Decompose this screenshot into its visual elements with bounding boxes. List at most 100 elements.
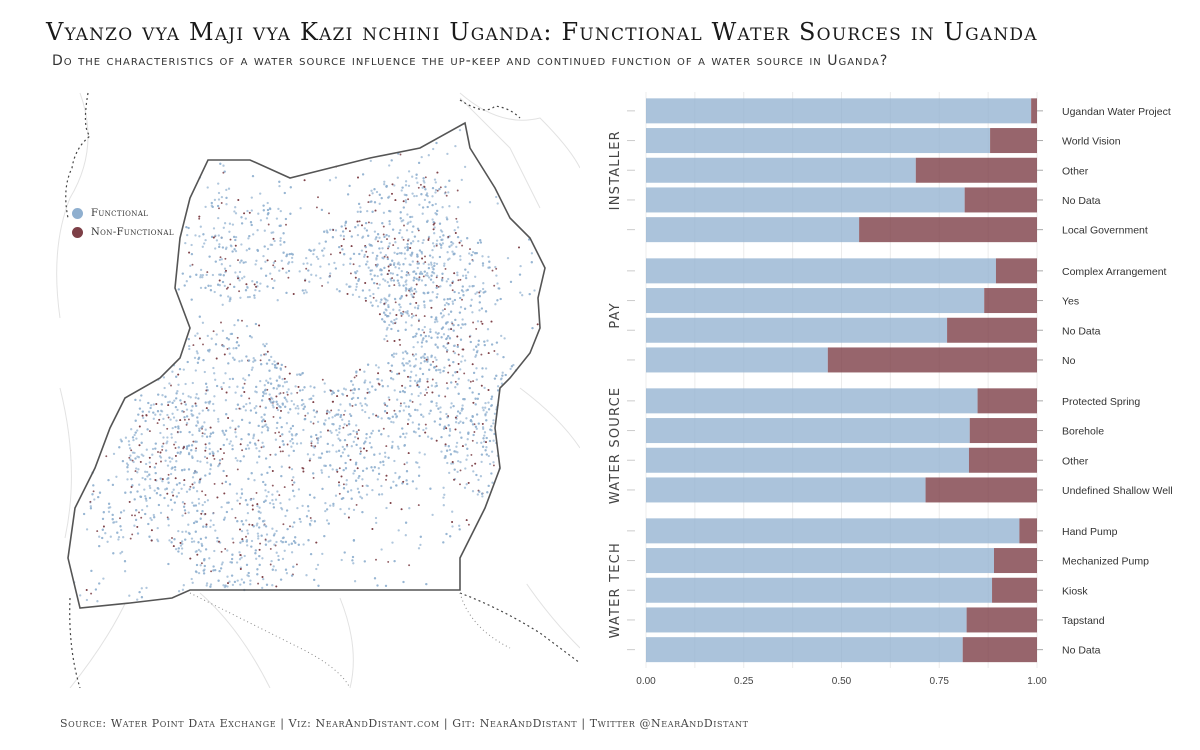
functional-point — [257, 212, 260, 215]
functional-point — [238, 360, 241, 363]
functional-point — [256, 568, 259, 571]
functional-point — [171, 401, 174, 405]
non-functional-point — [385, 474, 388, 477]
category-label: Other — [1062, 455, 1089, 467]
non-functional-point — [386, 340, 389, 343]
functional-point — [194, 504, 198, 507]
functional-point — [306, 505, 310, 508]
functional-point — [421, 241, 424, 245]
functional-point — [194, 334, 197, 337]
functional-point — [343, 224, 347, 227]
non-functional-point — [263, 353, 266, 356]
functional-point — [250, 196, 253, 199]
functional-point — [459, 306, 463, 309]
functional-point — [271, 286, 275, 290]
non-functional-point — [220, 321, 222, 324]
functional-point — [481, 495, 484, 498]
functional-point — [313, 248, 316, 251]
bar-functional — [646, 258, 996, 284]
functional-point — [221, 429, 224, 433]
functional-point — [364, 221, 368, 225]
non-functional-point — [286, 393, 289, 396]
functional-point — [310, 273, 313, 276]
non-functional-point — [257, 582, 260, 585]
functional-point — [441, 326, 445, 329]
functional-point — [396, 398, 399, 401]
functional-point — [287, 388, 290, 391]
functional-point — [506, 256, 510, 260]
non-functional-point — [258, 324, 261, 327]
non-functional-point — [237, 199, 240, 201]
functional-point — [388, 323, 391, 327]
non-functional-point — [435, 439, 438, 442]
functional-point — [492, 419, 495, 422]
functional-point — [409, 399, 412, 402]
non-functional-point — [349, 458, 352, 461]
functional-point — [213, 549, 216, 553]
functional-point — [244, 260, 247, 264]
bar-functional — [646, 187, 965, 213]
international-border-dotted — [65, 92, 91, 219]
functional-point — [456, 271, 459, 274]
functional-point — [191, 581, 194, 584]
functional-point — [125, 462, 129, 465]
functional-point — [435, 404, 438, 407]
functional-point — [350, 489, 353, 492]
non-functional-point — [227, 582, 229, 585]
functional-point — [504, 373, 507, 377]
functional-point — [174, 547, 178, 551]
functional-point — [161, 445, 164, 448]
non-functional-point — [198, 217, 201, 220]
non-functional-point — [227, 417, 230, 419]
functional-point — [154, 471, 157, 475]
functional-point — [309, 249, 312, 253]
functional-point — [351, 559, 354, 562]
functional-point — [454, 421, 458, 424]
functional-point — [393, 459, 396, 463]
functional-point — [271, 584, 274, 587]
functional-point — [231, 250, 234, 253]
functional-point — [394, 471, 397, 475]
category-label: World Vision — [1062, 136, 1121, 148]
functional-point — [377, 378, 380, 381]
functional-point — [509, 367, 512, 371]
functional-point — [217, 417, 220, 421]
functional-point — [144, 497, 148, 500]
functional-point — [484, 290, 487, 293]
functional-point — [406, 245, 409, 249]
functional-point — [256, 504, 259, 508]
non-functional-point — [264, 538, 267, 541]
functional-point — [406, 248, 409, 252]
functional-point — [201, 503, 204, 507]
functional-point — [136, 532, 140, 535]
functional-point — [434, 331, 438, 334]
functional-point — [495, 374, 498, 377]
non-functional-point — [480, 353, 483, 356]
non-functional-point — [408, 564, 411, 567]
functional-point — [384, 584, 388, 588]
functional-point — [197, 541, 200, 544]
functional-point — [197, 357, 200, 361]
functional-point — [265, 583, 269, 586]
functional-point — [414, 374, 418, 377]
non-functional-point — [399, 343, 402, 346]
functional-point — [519, 291, 522, 294]
bar-functional — [646, 548, 994, 574]
functional-point — [510, 365, 514, 368]
functional-point — [439, 410, 442, 414]
functional-point — [388, 222, 391, 226]
functional-point — [82, 512, 86, 516]
functional-point — [225, 510, 229, 514]
functional-point — [412, 314, 415, 318]
functional-point — [256, 248, 259, 252]
functional-point — [272, 506, 276, 509]
functional-point — [483, 340, 486, 343]
functional-point — [404, 180, 408, 183]
functional-point — [417, 304, 420, 307]
functional-point — [414, 358, 418, 361]
functional-point — [175, 460, 178, 463]
functional-point — [149, 477, 152, 481]
functional-point — [428, 201, 431, 204]
functional-point — [235, 561, 239, 564]
functional-point — [163, 386, 166, 390]
